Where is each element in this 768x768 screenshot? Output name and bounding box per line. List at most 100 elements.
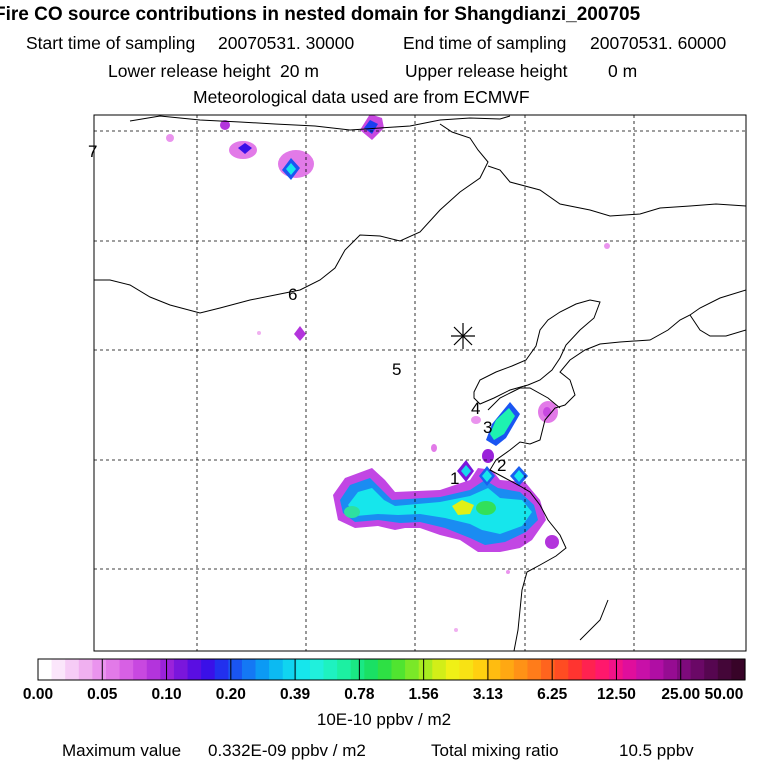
colorbar-tick-label: 50.00 [705,686,744,703]
colorbar-swatch [622,659,637,680]
colorbar-swatch [377,659,393,680]
colorbar-swatch [663,659,678,680]
se-spot [545,535,559,549]
colorbar-swatch [269,659,284,680]
colorbar-swatch [690,659,705,680]
colorbar-swatch [133,659,148,680]
se-spot-2 [506,570,510,574]
colorbar-swatch [677,659,692,680]
colorbar-swatch [473,659,488,680]
colorbar-swatch [731,659,746,680]
chart-title: Fire CO source contributions in nested d… [0,4,641,25]
colorbar-swatch [350,659,365,680]
colorbar-tick-label: 0.05 [87,686,118,703]
plume-green-spot [476,501,496,515]
colorbar-tick-label: 0.78 [344,686,375,703]
colorbar-swatch [38,659,53,680]
colorbar-swatch [364,659,379,680]
source-diamond-1-core [461,465,471,477]
nw-source-3-core [286,163,296,175]
lower-height-value: 20 m [280,61,319,81]
trajectory-label-4: 4 [471,399,480,418]
colorbar-tick-label: 0.00 [23,686,53,703]
footprint-layer [166,115,610,632]
colorbar-swatch [649,659,665,680]
colorbar-swatch [568,659,583,680]
colorbar-swatch [187,659,202,680]
colorbar-swatch [323,659,338,680]
source-diamond-2-core [482,470,492,482]
ne-spot-small [604,243,610,249]
colorbar-tick-label: 12.50 [597,686,636,703]
colorbar-swatch [459,659,474,680]
colorbar-swatch [119,659,134,680]
trajectory-label-7: 7 [88,142,97,161]
se-spot-3 [454,628,458,632]
plume-hotspot [452,500,474,515]
colorbar-swatch [65,659,80,680]
lower-height-label: Lower release height [108,61,271,81]
colorbar-swatch [541,659,556,680]
colorbar-tick-label: 0.20 [216,686,246,703]
upper-height-label: Upper release height [405,61,568,81]
met-data-line: Meteorological data used are from ECMWF [193,87,530,107]
colorbar-swatch [255,659,270,680]
nw-source-5 [166,134,174,142]
colorbar-swatch [486,659,501,680]
colorbar-swatch [445,659,461,680]
nw-source-2-core [238,143,252,154]
trajectory-label-5: 5 [392,360,401,379]
colorbar-tick-label: 1.56 [409,686,440,703]
colorbar-tick-label: 0.10 [151,686,181,703]
colorbar-swatch [78,659,93,680]
colorbar-unit: 10E-10 ppbv / m2 [316,710,452,729]
colorbar-swatch [92,659,107,680]
colorbar-tick-label: 25.00 [661,686,700,703]
max-value: 0.332E-09 ppbv / m2 [208,741,366,760]
trajectory-label-3: 3 [483,418,492,437]
end-time-value: 20070531. 60000 [590,33,727,53]
colorbar-swatch [418,659,433,680]
total-mixing-value: 10.5 ppbv [619,741,694,760]
colorbar-swatch [105,659,121,680]
source-spot-a [482,449,494,463]
colorbar-swatch [173,659,189,680]
nw-source-1-core [364,120,378,134]
colorbar-swatch [527,659,542,680]
trajectory-label-6: 6 [288,285,297,304]
colorbar-swatch [337,659,352,680]
start-time-label: Start time of sampling [26,33,196,53]
colorbar-swatch [391,659,406,680]
map-frame-bg [94,115,746,651]
colorbar-swatch [160,659,175,680]
nw-source-4 [220,120,230,130]
colorbar-swatch [704,659,719,680]
plume-core [348,488,532,534]
colorbar-swatch [214,659,229,680]
colorbar-swatch [432,659,447,680]
max-value-label: Maximum value [62,741,182,760]
coast-spot-west [471,416,481,424]
colorbar-swatch [636,659,651,680]
receptor-asterisk-icon [451,323,475,349]
total-mixing-label: Total mixing ratio [431,741,559,760]
colorbar-tick-label: 3.13 [473,686,504,703]
upper-height-value: 0 m [608,61,638,81]
coastlines [94,115,746,651]
colorbar-swatch [146,659,161,680]
trajectory-label-1: 1 [450,469,459,488]
map-frame [93,114,747,652]
colorbar-tick-label: 6.25 [537,686,568,703]
nw-spot-small [257,331,261,335]
colorbar-swatch [513,659,529,680]
source-diamond-3-core [514,470,524,482]
colorbar-swatch [581,659,597,680]
end-time-label: End time of sampling [403,33,567,53]
colorbar-swatch [405,659,420,680]
trajectory-label-2: 2 [497,456,506,475]
colorbar-swatch [282,659,297,680]
plume-green-spot-2 [344,506,360,518]
map-gridlines [94,115,746,651]
